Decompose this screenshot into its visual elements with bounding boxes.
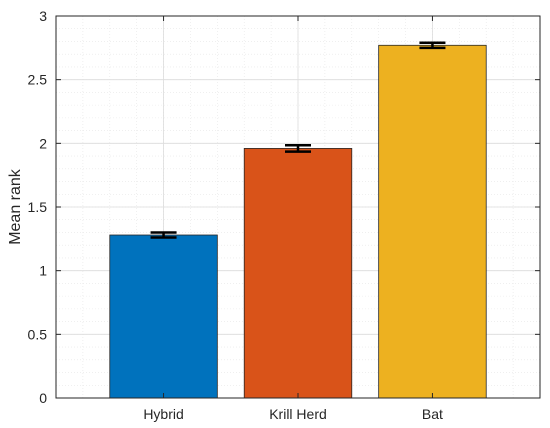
bars [109, 44, 487, 399]
error-bars [150, 41, 446, 239]
bar-krill-herd [243, 148, 353, 399]
y-tick-label: 1.5 [28, 199, 48, 215]
y-tick-label: 0 [39, 390, 47, 406]
y-tick-label: 2.5 [28, 72, 48, 88]
y-tick-label: 3 [39, 8, 47, 24]
y-tick-label: 2 [39, 135, 47, 151]
y-tick-label: 1 [39, 263, 47, 279]
x-tick-label: Hybrid [143, 406, 183, 422]
x-ticks: Hybrid Krill Herd Bat [143, 16, 443, 422]
bar-hybrid [109, 234, 218, 399]
bar-bat [378, 44, 487, 399]
y-axis-label: Mean rank [7, 168, 24, 245]
x-tick-label: Bat [422, 406, 443, 422]
x-tick-label: Krill Herd [269, 406, 327, 422]
y-ticks: 0 0.5 1 1.5 2 2.5 3 [28, 8, 540, 406]
y-tick-label: 0.5 [28, 326, 48, 342]
